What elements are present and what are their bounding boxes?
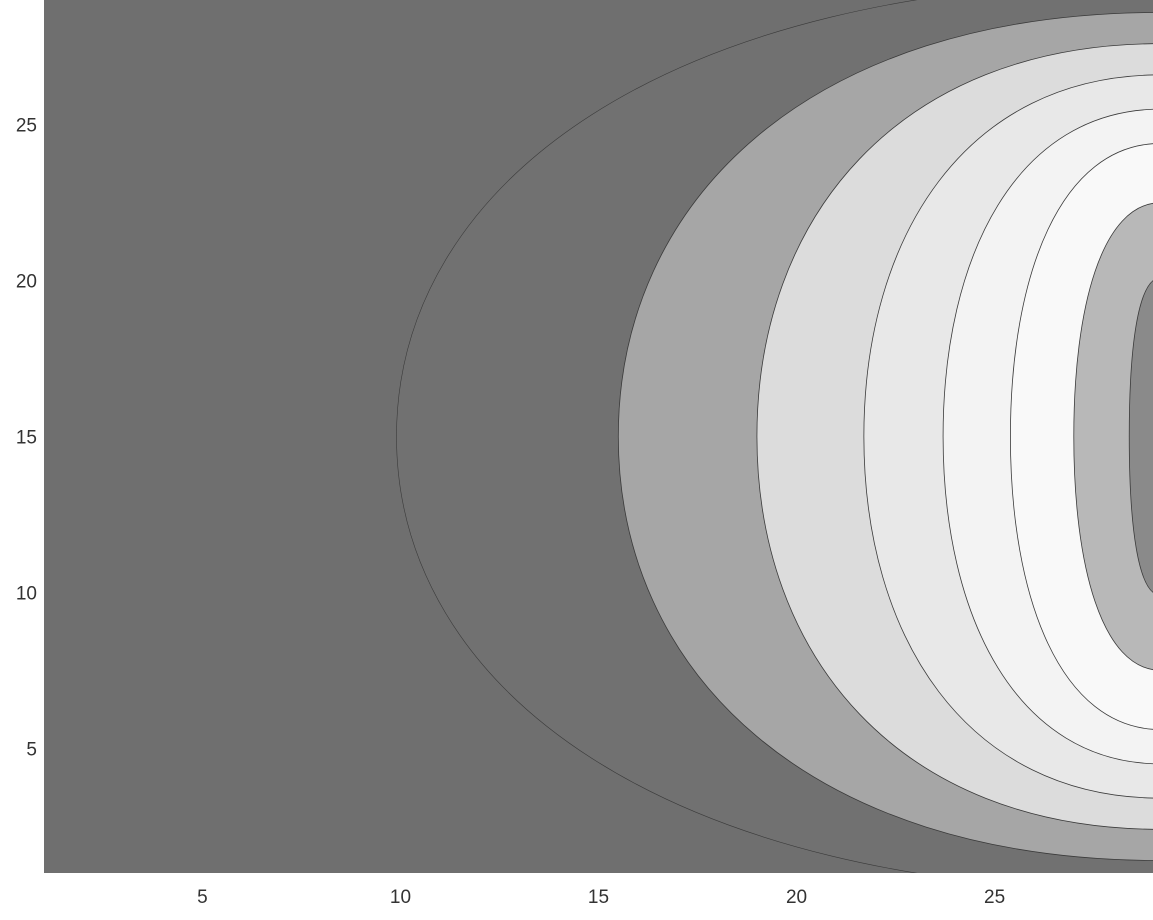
y-tick-label: 10 xyxy=(16,583,37,604)
x-tick-label: 10 xyxy=(390,887,411,908)
contour-band-7 xyxy=(1073,203,1153,670)
y-axis-ticks: 5 10 15 20 25 xyxy=(16,116,37,761)
y-tick-label: 5 xyxy=(26,739,37,760)
x-tick-label: 20 xyxy=(786,887,807,908)
y-tick-label: 15 xyxy=(16,428,37,449)
x-axis-ticks: 5 10 15 20 25 xyxy=(197,887,1005,908)
x-tick-label: 25 xyxy=(984,887,1005,908)
contour-bands xyxy=(396,0,1153,873)
y-tick-label: 25 xyxy=(16,116,37,137)
contour-band-8 xyxy=(1128,280,1153,593)
x-tick-label: 5 xyxy=(197,887,208,908)
x-tick-label: 15 xyxy=(588,887,609,908)
y-tick-label: 20 xyxy=(16,272,37,293)
